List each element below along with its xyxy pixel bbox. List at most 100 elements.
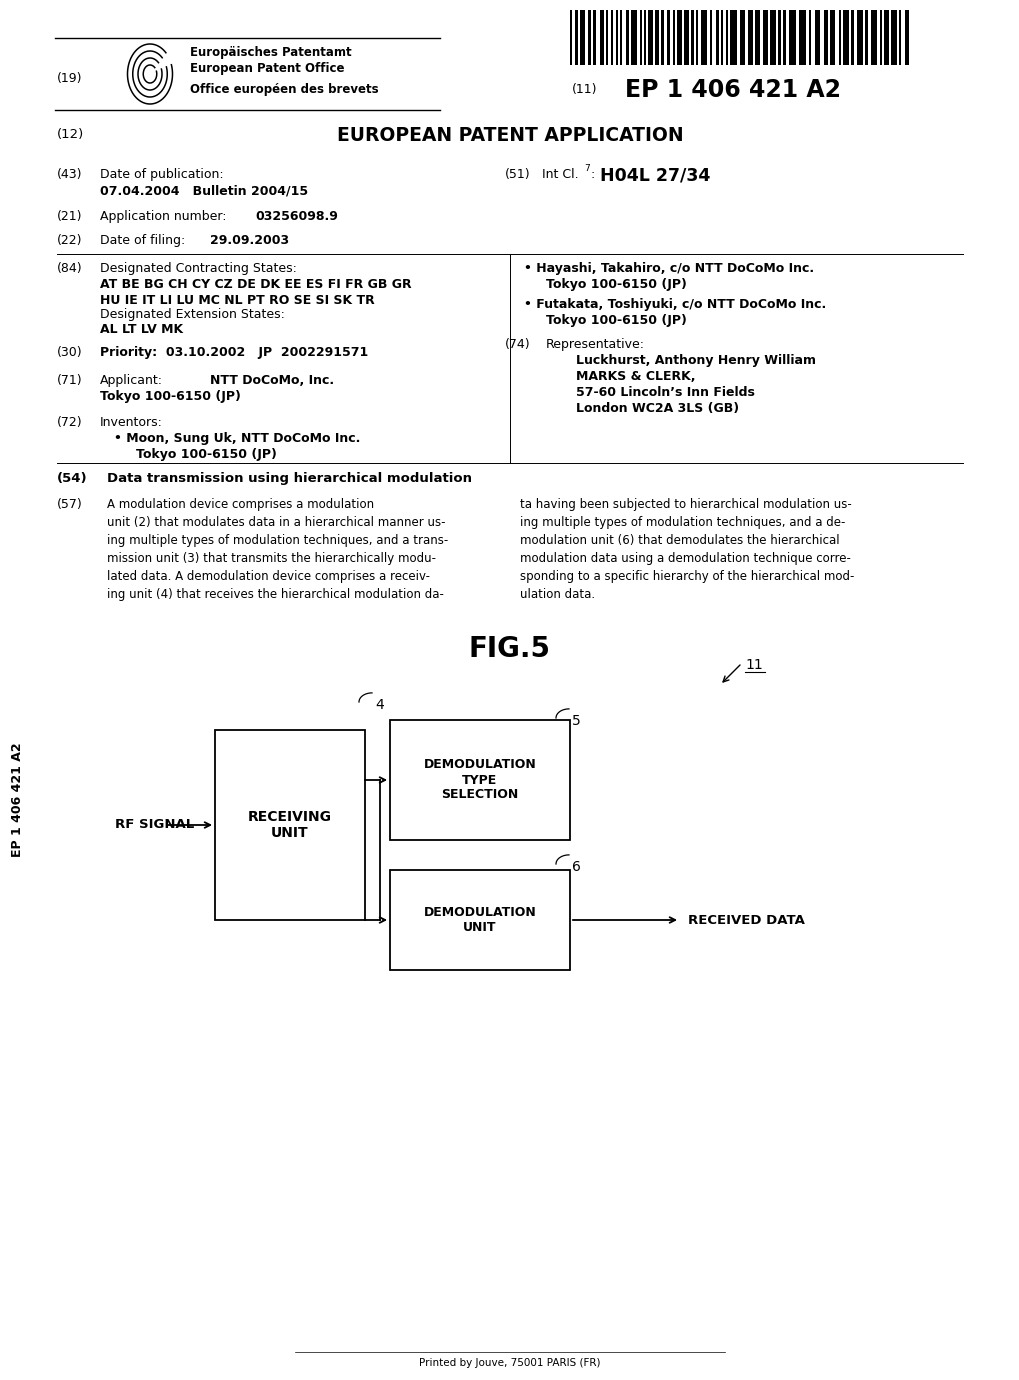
Text: European Patent Office: European Patent Office (190, 62, 344, 75)
Bar (654, 10, 658, 65)
Bar (599, 10, 603, 65)
Text: RF SIGNAL: RF SIGNAL (115, 818, 194, 832)
Bar (715, 10, 718, 65)
Text: DEMODULATION
TYPE
SELECTION: DEMODULATION TYPE SELECTION (423, 759, 536, 802)
Bar (856, 10, 862, 65)
Text: ta having been subjected to hierarchical modulation us-
ing multiple types of mo: ta having been subjected to hierarchical… (520, 498, 854, 602)
Bar (695, 10, 697, 65)
Bar (615, 10, 618, 65)
Bar (823, 10, 827, 65)
Bar (709, 10, 711, 65)
Bar (684, 10, 688, 65)
Text: (30): (30) (57, 346, 83, 359)
Text: Applicant:: Applicant: (100, 374, 163, 386)
Bar (789, 10, 795, 65)
Text: (11): (11) (572, 83, 597, 97)
Text: 5: 5 (572, 713, 580, 729)
Text: (12): (12) (57, 128, 85, 141)
Text: AL LT LV MK: AL LT LV MK (100, 323, 183, 335)
Text: (51): (51) (504, 168, 530, 181)
Text: London WC2A 3LS (GB): London WC2A 3LS (GB) (576, 402, 739, 415)
Text: • Moon, Sung Uk, NTT DoCoMo Inc.: • Moon, Sung Uk, NTT DoCoMo Inc. (114, 432, 360, 444)
Bar (660, 10, 663, 65)
Text: Tokyo 100-6150 (JP): Tokyo 100-6150 (JP) (545, 315, 686, 327)
Text: (54): (54) (57, 472, 88, 484)
Bar (592, 10, 595, 65)
Bar (754, 10, 759, 65)
Text: 4: 4 (375, 698, 383, 712)
Text: (74): (74) (504, 338, 530, 351)
Bar (864, 10, 867, 65)
Bar (700, 10, 706, 65)
Text: (57): (57) (57, 498, 83, 511)
Bar (587, 10, 590, 65)
Bar (730, 10, 737, 65)
Text: Int Cl.: Int Cl. (541, 168, 578, 181)
Bar (726, 10, 728, 65)
Text: • Hayashi, Takahiro, c/o NTT DoCoMo Inc.: • Hayashi, Takahiro, c/o NTT DoCoMo Inc. (524, 262, 813, 275)
Bar (850, 10, 853, 65)
Text: Tokyo 100-6150 (JP): Tokyo 100-6150 (JP) (100, 391, 240, 403)
Bar (690, 10, 693, 65)
Bar (620, 10, 622, 65)
Text: Printed by Jouve, 75001 PARIS (FR): Printed by Jouve, 75001 PARIS (FR) (419, 1358, 600, 1368)
Text: HU IE IT LI LU MC NL PT RO SE SI SK TR: HU IE IT LI LU MC NL PT RO SE SI SK TR (100, 294, 374, 306)
Bar (389, 869, 570, 970)
Text: 11: 11 (744, 658, 762, 672)
Text: (84): (84) (57, 262, 83, 275)
Bar (777, 10, 781, 65)
Text: NTT DoCoMo, Inc.: NTT DoCoMo, Inc. (210, 374, 334, 386)
Text: Luckhurst, Anthony Henry William: Luckhurst, Anthony Henry William (576, 355, 815, 367)
Text: EP 1 406 421 A2: EP 1 406 421 A2 (625, 79, 841, 102)
Bar (720, 10, 722, 65)
Bar (879, 10, 881, 65)
Text: Tokyo 100-6150 (JP): Tokyo 100-6150 (JP) (136, 448, 276, 461)
Bar (580, 10, 585, 65)
Text: AT BE BG CH CY CZ DE DK EE ES FI FR GB GR: AT BE BG CH CY CZ DE DK EE ES FI FR GB G… (100, 277, 412, 291)
Bar (575, 10, 578, 65)
Text: EP 1 406 421 A2: EP 1 406 421 A2 (11, 742, 24, 857)
Bar (631, 10, 637, 65)
Text: DEMODULATION
UNIT: DEMODULATION UNIT (423, 907, 536, 934)
Text: :: : (590, 168, 599, 181)
Text: 07.04.2004   Bulletin 2004/15: 07.04.2004 Bulletin 2004/15 (100, 184, 308, 197)
Text: Designated Extension States:: Designated Extension States: (100, 308, 284, 322)
Text: MARKS & CLERK,: MARKS & CLERK, (576, 370, 695, 384)
Bar (898, 10, 900, 65)
Text: Date of publication:: Date of publication: (100, 168, 223, 181)
Bar (677, 10, 682, 65)
Text: Inventors:: Inventors: (100, 415, 163, 429)
Text: A modulation device comprises a modulation
unit (2) that modulates data in a hie: A modulation device comprises a modulati… (107, 498, 447, 602)
Bar (739, 10, 744, 65)
Bar (829, 10, 835, 65)
Bar (647, 10, 652, 65)
Bar (666, 10, 669, 65)
Text: Priority:  03.10.2002   JP  2002291571: Priority: 03.10.2002 JP 2002291571 (100, 346, 368, 359)
Bar (883, 10, 889, 65)
Text: 03256098.9: 03256098.9 (255, 210, 337, 224)
Text: 6: 6 (572, 860, 580, 874)
Text: Designated Contracting States:: Designated Contracting States: (100, 262, 297, 275)
Bar (891, 10, 896, 65)
Bar (626, 10, 629, 65)
Text: (22): (22) (57, 235, 83, 247)
Bar (814, 10, 819, 65)
Text: EUROPEAN PATENT APPLICATION: EUROPEAN PATENT APPLICATION (336, 126, 683, 145)
Bar (605, 10, 607, 65)
Bar (870, 10, 876, 65)
Text: Date of filing:: Date of filing: (100, 235, 185, 247)
Bar (673, 10, 675, 65)
Text: • Futakata, Toshiyuki, c/o NTT DoCoMo Inc.: • Futakata, Toshiyuki, c/o NTT DoCoMo In… (524, 298, 825, 310)
Bar (643, 10, 645, 65)
Text: (71): (71) (57, 374, 83, 386)
Bar (570, 10, 572, 65)
Bar (839, 10, 841, 65)
Bar (904, 10, 908, 65)
Bar (747, 10, 752, 65)
Text: Tokyo 100-6150 (JP): Tokyo 100-6150 (JP) (545, 277, 686, 291)
Text: Data transmission using hierarchical modulation: Data transmission using hierarchical mod… (107, 472, 472, 484)
Text: Representative:: Representative: (545, 338, 644, 351)
Bar (842, 10, 848, 65)
Bar (610, 10, 612, 65)
Bar (808, 10, 810, 65)
